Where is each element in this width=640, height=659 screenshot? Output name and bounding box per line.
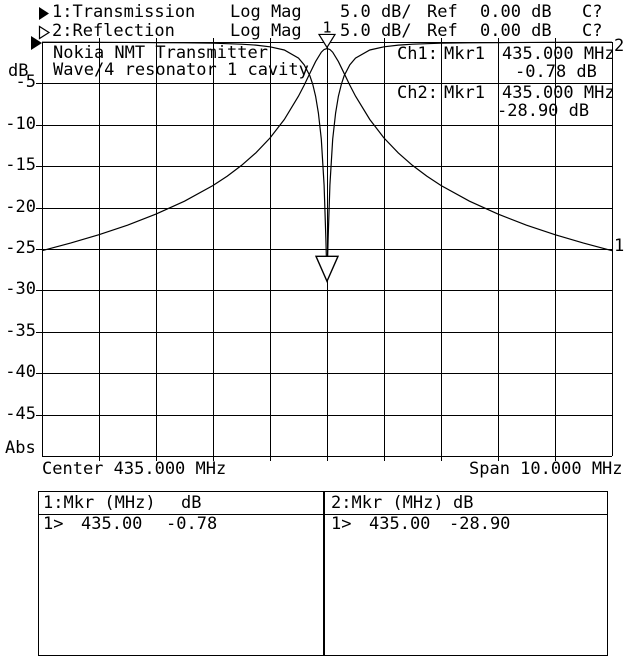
table1-row-num: 1>: [43, 514, 64, 534]
ch1-title: 1:Transmission: [52, 2, 196, 22]
marker-table-header-rule: [39, 514, 607, 515]
trace1-label: 1: [614, 236, 625, 256]
table1-header-name: 1:Mkr (MHz): [43, 493, 156, 513]
y-axis-unit-label: dB: [8, 61, 29, 81]
table2-header-name: 2:Mkr (MHz): [331, 493, 444, 513]
table2-header-unit: dB: [453, 493, 474, 513]
reference-level-icon: [31, 36, 42, 50]
y-axis-mode-label: Abs: [5, 438, 36, 458]
y-axis-tick-label: -25: [5, 238, 36, 258]
ch1-scale: 5.0 dB/: [340, 2, 412, 22]
table2-row-value: -28.90: [449, 514, 511, 534]
marker1-symbol-ch1: 1: [317, 18, 337, 49]
channel1-active-icon: [39, 7, 49, 20]
marker1-number: 1: [322, 18, 331, 36]
ch2-readout-marker: Mkr1: [444, 83, 485, 103]
ch2-readout-value: -28.90 dB: [497, 101, 590, 121]
marker1-symbol-ch2: [314, 255, 340, 284]
ch2-scale: 5.0 dB/: [340, 21, 412, 41]
y-axis-tick-label: -30: [5, 279, 36, 299]
ch1-cal-status: C?: [582, 2, 603, 22]
table1-header-unit: dB: [181, 493, 202, 513]
y-axis-tick-label: -5: [15, 72, 36, 92]
title-annotation-line2: Wave/4 resonator 1 cavity: [53, 60, 309, 80]
center-frequency-label: Center 435.000 MHz: [42, 459, 227, 479]
y-axis-tick-label: -40: [5, 362, 36, 382]
y-axis-tick-label: -15: [5, 155, 36, 175]
title-annotation-line1: Nokia NMT Transmitter: [53, 43, 268, 63]
ch2-ref-value: 0.00 dB: [480, 21, 552, 41]
channel2-inactive-icon: [38, 25, 51, 40]
ch2-cal-status: C?: [582, 21, 603, 41]
ch1-readout-value: -0.78 dB: [515, 62, 597, 82]
ch1-ref-label: Ref: [427, 2, 458, 22]
table1-row-value: -0.78: [166, 514, 218, 534]
ch1-readout-freq: 435.000 MHz: [502, 44, 615, 64]
y-axis-tick-label: -20: [5, 197, 36, 217]
ch2-ref-label: Ref: [427, 21, 458, 41]
marker-symbols: 1: [314, 18, 340, 284]
ch1-readout-channel: Ch1:: [397, 44, 438, 64]
ch1-format: Log Mag: [230, 2, 302, 22]
ch2-title: 2:Reflection: [52, 21, 175, 41]
trace2-label: 2: [614, 36, 625, 56]
y-axis-tick-label: -45: [5, 404, 36, 424]
y-axis-tick-label: -35: [5, 321, 36, 341]
table2-row-freq: 435.00: [369, 514, 431, 534]
marker1-triangle-icon: [317, 33, 337, 49]
span-frequency-label: Span 10.000 MHz: [469, 459, 623, 479]
marker-table-divider: [323, 492, 325, 655]
table1-row-freq: 435.00: [81, 514, 143, 534]
ch2-readout-freq: 435.000 MHz: [502, 83, 615, 103]
ch1-readout-marker: Mkr1: [444, 44, 485, 64]
ch2-readout-channel: Ch2:: [397, 83, 438, 103]
ch1-ref-value: 0.00 dB: [480, 2, 552, 22]
y-axis-tick-label: -10: [5, 114, 36, 134]
table2-row-num: 1>: [331, 514, 352, 534]
marker-table: 1:Mkr (MHz) dB 1> 435.00 -0.78 2:Mkr (MH…: [38, 491, 608, 656]
ch2-format: Log Mag: [230, 21, 302, 41]
